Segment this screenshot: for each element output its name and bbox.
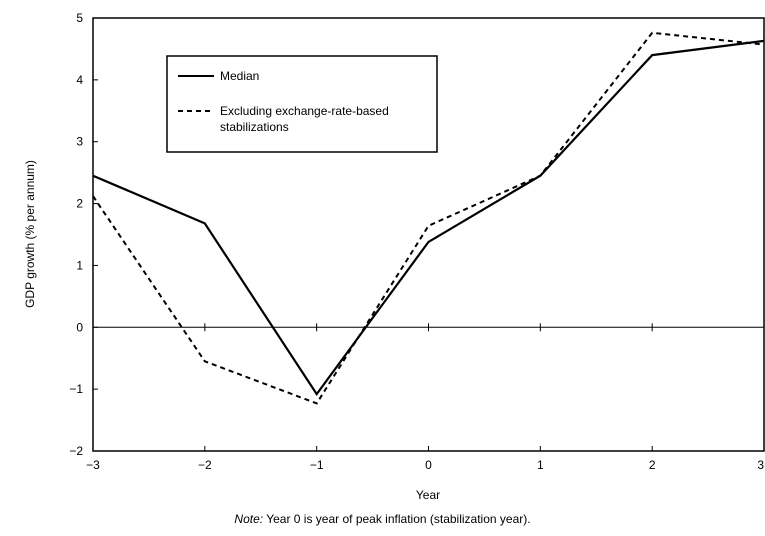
y-tick-label: 1 bbox=[76, 258, 83, 272]
series-line-median bbox=[92, 39, 765, 397]
x-tick-label: 0 bbox=[425, 458, 432, 472]
legend-label-median: Median bbox=[220, 69, 259, 83]
y-tick-label: −2 bbox=[69, 444, 83, 458]
series-lines bbox=[92, 31, 765, 405]
y-tick-label: −1 bbox=[69, 382, 83, 396]
y-tick-label: 2 bbox=[76, 197, 83, 211]
x-tick-label: −3 bbox=[86, 458, 100, 472]
legend-box bbox=[166, 55, 438, 153]
legend-label-excluding-line2: stabilizations bbox=[220, 120, 289, 134]
chart-note: Note: Year 0 is year of peak inflation (… bbox=[0, 512, 765, 526]
series-line-excluding-exchange-rate bbox=[92, 31, 765, 405]
y-tick-label: 5 bbox=[76, 11, 83, 25]
note-prefix: Note: bbox=[234, 512, 264, 526]
legend: Median Excluding exchange-rate-based sta… bbox=[166, 55, 438, 153]
y-tick-label: 4 bbox=[76, 73, 83, 87]
note-text: Year 0 is year of peak inflation (stabil… bbox=[263, 512, 531, 526]
x-tick-label: 1 bbox=[537, 458, 544, 472]
y-tick-label: 0 bbox=[76, 320, 83, 334]
x-tick-label: −2 bbox=[198, 458, 212, 472]
y-axis-ticks: −2 −1 0 1 2 3 4 5 bbox=[69, 11, 98, 458]
x-axis-label: Year bbox=[416, 488, 440, 502]
y-axis-label: GDP growth (% per annum) bbox=[23, 160, 37, 308]
x-axis-ticks: −3 −2 −1 0 1 2 3 bbox=[86, 323, 765, 472]
x-tick-label: 2 bbox=[649, 458, 656, 472]
legend-label-excluding-line1: Excluding exchange-rate-based bbox=[220, 104, 389, 118]
y-tick-label: 3 bbox=[76, 135, 83, 149]
x-tick-label: −1 bbox=[310, 458, 324, 472]
x-tick-label: 3 bbox=[757, 458, 764, 472]
